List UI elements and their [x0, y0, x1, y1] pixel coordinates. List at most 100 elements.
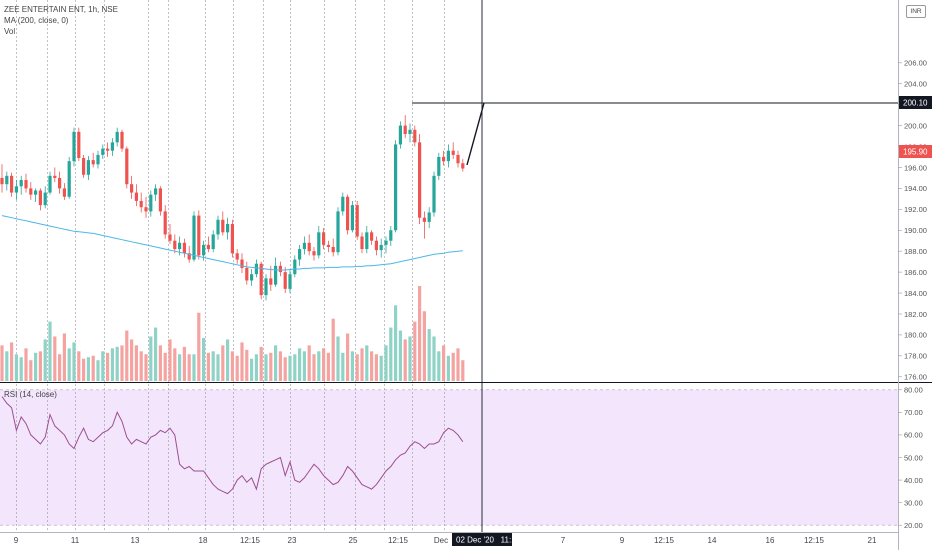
time-axis[interactable]: 9 11 13 18 12:15 23 25 12:15 Dec 7 9 12:15 14 16 12:15…	[14, 536, 877, 545]
volume-bar	[149, 336, 153, 381]
volume-bar	[312, 354, 316, 381]
price-axis[interactable]: 176.00 178.00 180.00 182.00 184.00 186.00 188.…	[898, 59, 927, 382]
rsi-tick-label: 70.00	[904, 408, 923, 417]
volume-bar	[254, 354, 258, 381]
volume-bar	[269, 352, 273, 381]
volume-bar	[53, 336, 57, 381]
volume-bar	[62, 333, 66, 381]
candle-body	[298, 249, 302, 260]
candle-body	[72, 131, 76, 162]
volume-bar	[5, 351, 9, 381]
volume-bar	[370, 351, 374, 381]
candle-body	[77, 131, 81, 159]
candle-body	[312, 251, 316, 256]
candle-body	[24, 180, 28, 189]
candle-body	[62, 188, 66, 197]
candle-body	[446, 150, 450, 162]
volume-bar	[34, 352, 38, 381]
candle-body	[187, 253, 191, 260]
price-tick-label: 190.00	[904, 226, 927, 235]
legend-vol[interactable]: Vol	[4, 27, 16, 36]
volume-bar	[120, 345, 124, 381]
candle-body	[283, 272, 287, 289]
volume-bar	[144, 354, 148, 381]
volume-bar	[389, 327, 393, 381]
price-tick-label: 186.00	[904, 268, 927, 277]
volume-bar	[43, 339, 47, 381]
candle-body	[379, 244, 383, 251]
legend-ma[interactable]: MA (200, close, 0)	[4, 16, 69, 25]
volume-bar	[336, 336, 340, 381]
volume-bar	[379, 355, 383, 381]
volume-bar	[206, 352, 210, 381]
volume-bar	[158, 345, 162, 381]
candle-body	[418, 142, 422, 218]
crosshair	[412, 0, 898, 532]
volume-bar	[91, 355, 95, 381]
volume-bar	[82, 358, 86, 381]
time-tick-label: 25	[349, 536, 358, 545]
volume-bar	[139, 351, 143, 381]
price-tick-label: 204.00	[904, 80, 927, 89]
volume-bar	[446, 355, 450, 381]
candle-body	[14, 186, 18, 193]
candle-body	[427, 212, 431, 222]
legend-rsi[interactable]: RSI (14, close)	[4, 390, 57, 399]
candle-body	[34, 190, 38, 195]
price-tick-label: 194.00	[904, 184, 927, 193]
candle-body	[43, 192, 47, 206]
price-tick-label: 192.00	[904, 205, 927, 214]
volume-bar	[58, 354, 62, 381]
volume-bars	[0, 286, 465, 381]
volume-bar	[293, 354, 297, 381]
candles	[0, 115, 465, 301]
volume-bar	[456, 348, 460, 381]
candle-body	[451, 150, 455, 155]
candle-body	[293, 259, 297, 275]
volume-bar	[19, 357, 23, 381]
volume-bar	[298, 348, 302, 381]
volume-bar	[432, 336, 436, 381]
time-tick-label: 12:15	[388, 536, 409, 545]
crosshair-price-label: 200.10	[903, 99, 928, 108]
rsi-axis[interactable]: 20.00 30.00 40.00 50.00 60.00 70.00 80.00	[898, 386, 923, 530]
volume-bar	[163, 352, 167, 381]
time-tick-label: 13	[131, 536, 140, 545]
volume-bar	[14, 354, 18, 381]
candle-body	[235, 253, 239, 260]
volume-bar	[230, 351, 234, 381]
candle-body	[413, 129, 417, 143]
candle-body	[149, 194, 153, 212]
volume-bar	[182, 346, 186, 381]
candle-body	[134, 192, 138, 201]
candle-body	[154, 188, 158, 195]
time-tick-label: 16	[766, 536, 775, 545]
candle-body	[422, 217, 426, 222]
candle-body	[82, 158, 86, 175]
volume-bar	[394, 305, 398, 381]
currency-badge[interactable]: INR	[906, 5, 926, 18]
time-tick-label: Dec	[434, 536, 448, 545]
candle-body	[250, 274, 254, 281]
candle-body	[168, 234, 172, 241]
legend-symbol[interactable]: ZEE ENTERTAIN ENT, 1h, NSE	[4, 5, 118, 14]
volume-bar	[187, 354, 191, 381]
time-tick-label: 9	[14, 536, 19, 545]
volume-bar	[437, 351, 441, 381]
time-tick-label: 9	[620, 536, 625, 545]
rsi-tick-label: 40.00	[904, 476, 923, 485]
volume-bar	[202, 337, 206, 381]
volume-bar	[442, 345, 446, 381]
volume-bar	[355, 354, 359, 381]
time-tick-label: 12:15	[654, 536, 675, 545]
volume-bar	[418, 286, 422, 381]
candle-body	[67, 161, 71, 197]
candle-body	[408, 129, 412, 134]
volume-bar	[259, 346, 263, 381]
volume-bar	[240, 342, 244, 381]
volume-bar	[250, 358, 254, 381]
volume-bar	[374, 354, 378, 381]
candle-body	[101, 148, 105, 155]
candle-body	[230, 223, 234, 254]
